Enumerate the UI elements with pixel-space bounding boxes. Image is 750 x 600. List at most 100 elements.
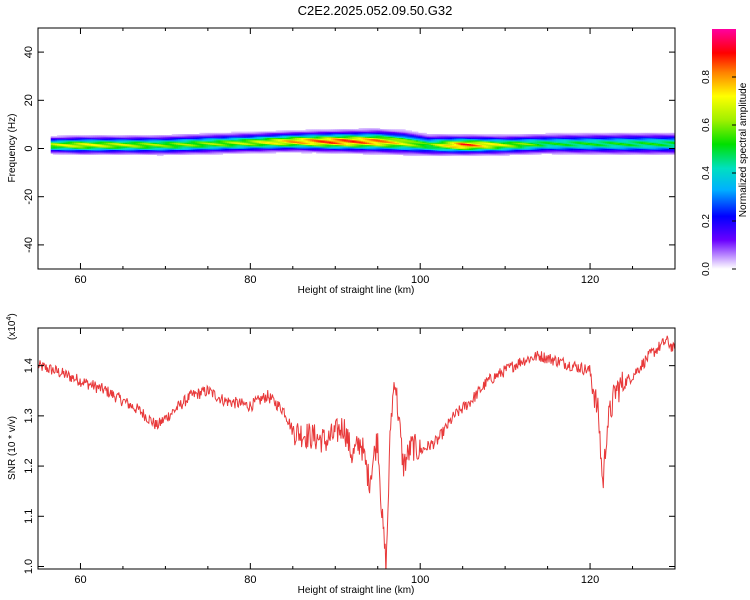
heatmap-cell (195, 134, 198, 136)
heatmap-cell (275, 141, 279, 143)
heatmap-cell (556, 142, 559, 144)
heatmap-cell (403, 154, 406, 157)
heatmap-cell (626, 142, 629, 144)
heatmap-cell (54, 146, 58, 148)
heatmap-cell (477, 148, 480, 150)
heatmap-cell (116, 135, 119, 137)
heatmap-cell (246, 140, 249, 142)
heatmap-cell (488, 142, 491, 144)
heatmap-cell (50, 149, 54, 152)
heatmap-cell (356, 131, 359, 134)
heatmap-cell (594, 134, 597, 136)
heatmap-cell (360, 149, 364, 152)
heatmap-cell (386, 144, 389, 147)
heatmap-cell (409, 147, 412, 149)
heatmap-cell (587, 142, 591, 144)
heatmap-cell (76, 137, 79, 140)
heatmap-cell (418, 153, 421, 155)
heatmap-cell (71, 150, 75, 153)
heatmap-cell (573, 132, 576, 135)
heatmap-cell (93, 148, 96, 150)
heatmap-cell (135, 147, 139, 149)
heatmap-cell (536, 149, 540, 152)
heatmap-cell (256, 137, 260, 140)
heatmap-cell (169, 147, 173, 149)
heatmap-cell (415, 149, 419, 152)
heatmap-cell (556, 149, 559, 152)
heatmap-cell (415, 132, 419, 135)
heatmap-cell (341, 136, 345, 138)
heatmap-cell (602, 132, 606, 135)
heatmap-cell (560, 149, 563, 152)
heatmap-cell (307, 131, 311, 134)
heatmap-cell (301, 146, 304, 148)
heatmap-cell (494, 153, 497, 155)
heatmap-cell (424, 148, 427, 150)
heatmap-cell (122, 135, 126, 137)
heatmap-cell (543, 134, 546, 136)
heatmap-cell (110, 147, 113, 149)
heatmap-cell (129, 141, 132, 143)
heatmap-cell (585, 137, 589, 140)
heatmap-cell (339, 131, 342, 134)
heatmap-cell (69, 144, 73, 147)
heatmap-cell (530, 148, 534, 150)
heatmap-cell (176, 142, 179, 144)
heatmap-cell (541, 135, 544, 137)
heatmap-cell (585, 143, 589, 146)
heatmap-cell (311, 134, 315, 136)
heatmap-cell (248, 147, 251, 149)
heatmap-cell (277, 131, 281, 134)
heatmap-cell (369, 130, 372, 132)
heatmap-cell (78, 144, 81, 147)
heatmap-cell (50, 143, 54, 146)
heatmap-cell (243, 146, 247, 148)
heatmap-cell (477, 150, 480, 153)
heatmap-cell (615, 137, 618, 140)
heatmap-cell (144, 143, 147, 146)
heatmap-cell (562, 140, 565, 142)
heatmap-cell (392, 147, 396, 149)
heatmap-cell (626, 150, 629, 153)
heatmap-cell (379, 149, 383, 152)
heatmap-cell (381, 146, 385, 148)
heatmap-cell (522, 137, 525, 140)
heatmap-cell (318, 148, 321, 150)
heatmap-cell (301, 132, 304, 135)
heatmap-cell (581, 134, 584, 136)
heatmap-cell (362, 152, 366, 154)
heatmap-cell (263, 148, 266, 150)
heatmap-cell (309, 137, 313, 140)
heatmap-cell (413, 143, 417, 146)
heatmap-cell (396, 142, 400, 144)
heatmap-cell (197, 135, 200, 137)
heatmap-cell (422, 140, 425, 142)
heatmap-cell (479, 140, 483, 142)
heatmap-cell (500, 140, 504, 142)
heatmap-cell (422, 153, 425, 155)
heatmap-cell (271, 132, 274, 135)
heatmap-cell (316, 135, 319, 137)
heatmap-cell (373, 149, 376, 152)
heatmap-cell (222, 132, 226, 135)
heatmap-cell (337, 137, 340, 140)
heatmap-cell (503, 135, 506, 137)
heatmap-cell (76, 141, 79, 143)
heatmap-cell (443, 141, 446, 143)
heatmap-cell (398, 137, 402, 140)
heatmap-cell (564, 142, 568, 144)
heatmap-cell (596, 149, 599, 152)
heatmap-cell (592, 138, 595, 141)
heatmap-cell (435, 149, 438, 152)
heatmap-cell (437, 142, 440, 144)
heatmap-cell (445, 150, 449, 153)
heatmap-cell (407, 138, 410, 141)
heatmap-cell (195, 148, 198, 150)
heatmap-cell (469, 142, 472, 144)
heatmap-cell (299, 147, 302, 149)
heatmap-cell (59, 135, 62, 137)
heatmap-cell (267, 140, 270, 142)
heatmap-cell (390, 131, 393, 134)
heatmap-cell (587, 152, 591, 154)
heatmap-cell (492, 147, 495, 149)
